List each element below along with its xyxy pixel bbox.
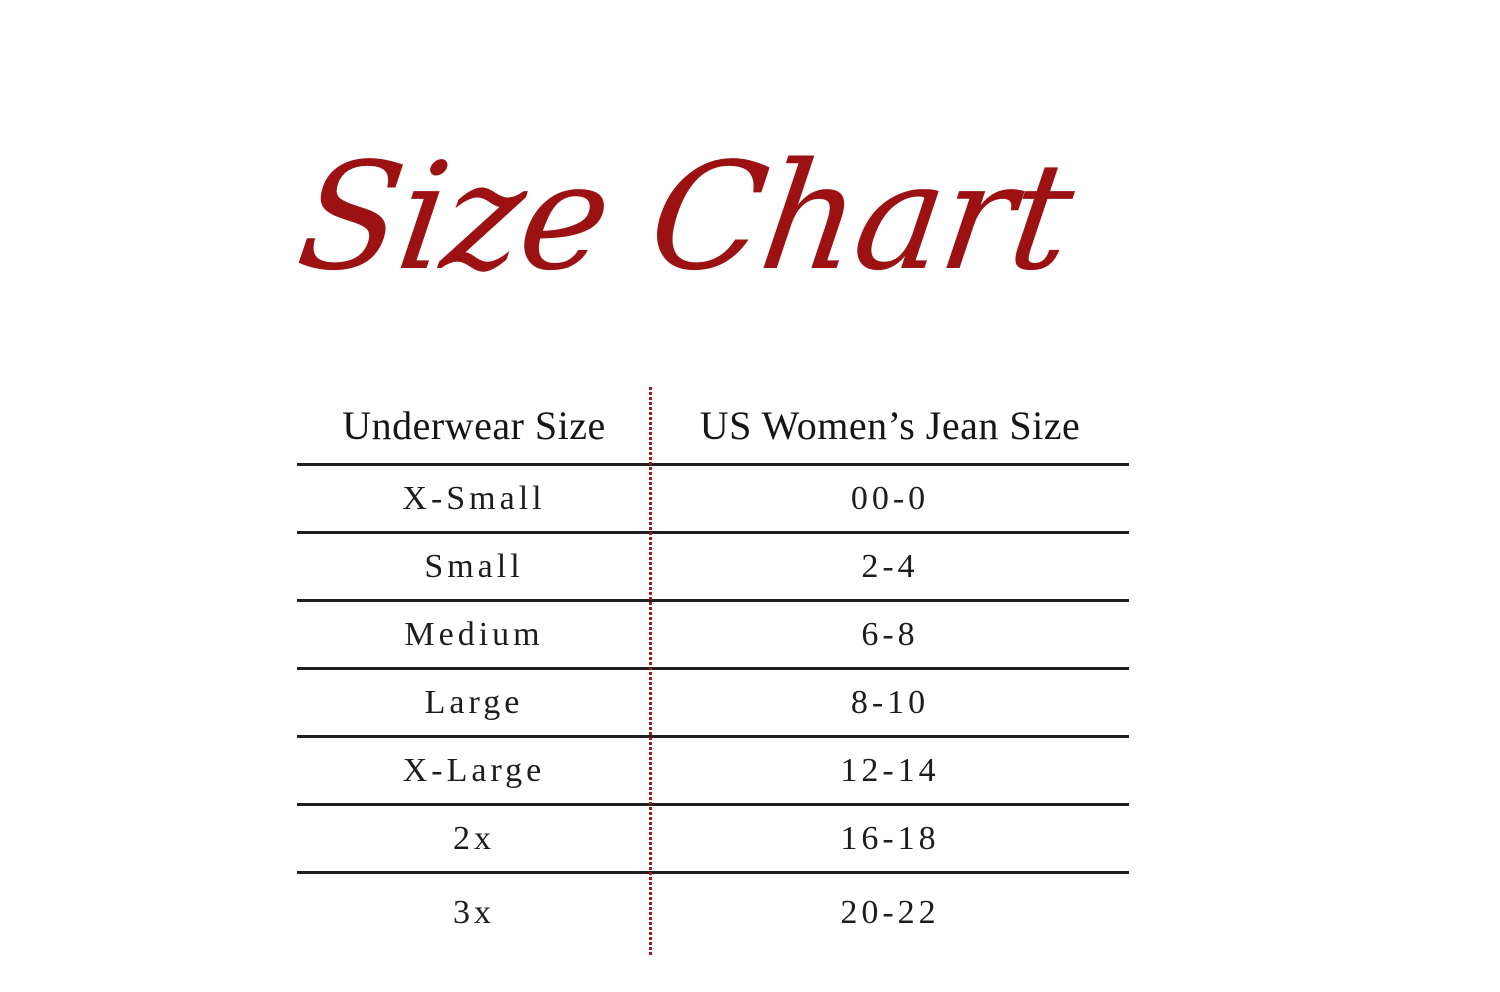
table-row: 2x 16-18 bbox=[297, 806, 1129, 874]
jean-size-value: 2-4 bbox=[861, 547, 919, 585]
jean-size-value: 6-8 bbox=[861, 615, 919, 653]
size-table: Underwear Size US Women’s Jean Size X-Sm… bbox=[297, 387, 1129, 956]
table-row: X-Small 00-0 bbox=[297, 466, 1129, 534]
column-header-jean-size: US Women’s Jean Size bbox=[699, 403, 1081, 448]
jean-size-value: 8-10 bbox=[850, 683, 930, 721]
jean-size-value: 16-18 bbox=[840, 819, 940, 857]
column-header-underwear-size: Underwear Size bbox=[342, 403, 606, 448]
jean-size-value: 00-0 bbox=[850, 479, 930, 517]
table-row: Large 8-10 bbox=[297, 670, 1129, 738]
underwear-size-value: Large bbox=[424, 683, 524, 721]
table-row: Small 2-4 bbox=[297, 534, 1129, 602]
underwear-size-value: X-Large bbox=[402, 751, 546, 789]
table-row: Medium 6-8 bbox=[297, 602, 1129, 670]
jean-size-value: 20-22 bbox=[840, 894, 940, 931]
underwear-size-value: Small bbox=[424, 547, 524, 585]
jean-size-value: 12-14 bbox=[840, 751, 940, 789]
table-row: X-Large 12-14 bbox=[297, 738, 1129, 806]
column-divider-dotted-line bbox=[649, 387, 652, 956]
underwear-size-value: X-Small bbox=[402, 479, 546, 517]
underwear-size-value: 2x bbox=[453, 819, 495, 857]
page-title: Size Chart bbox=[288, 131, 1082, 303]
underwear-size-value: Medium bbox=[404, 615, 544, 653]
table-row: 3x 20-22 bbox=[297, 874, 1129, 952]
table-header-row: Underwear Size US Women’s Jean Size bbox=[297, 388, 1129, 466]
underwear-size-value: 3x bbox=[453, 894, 495, 931]
